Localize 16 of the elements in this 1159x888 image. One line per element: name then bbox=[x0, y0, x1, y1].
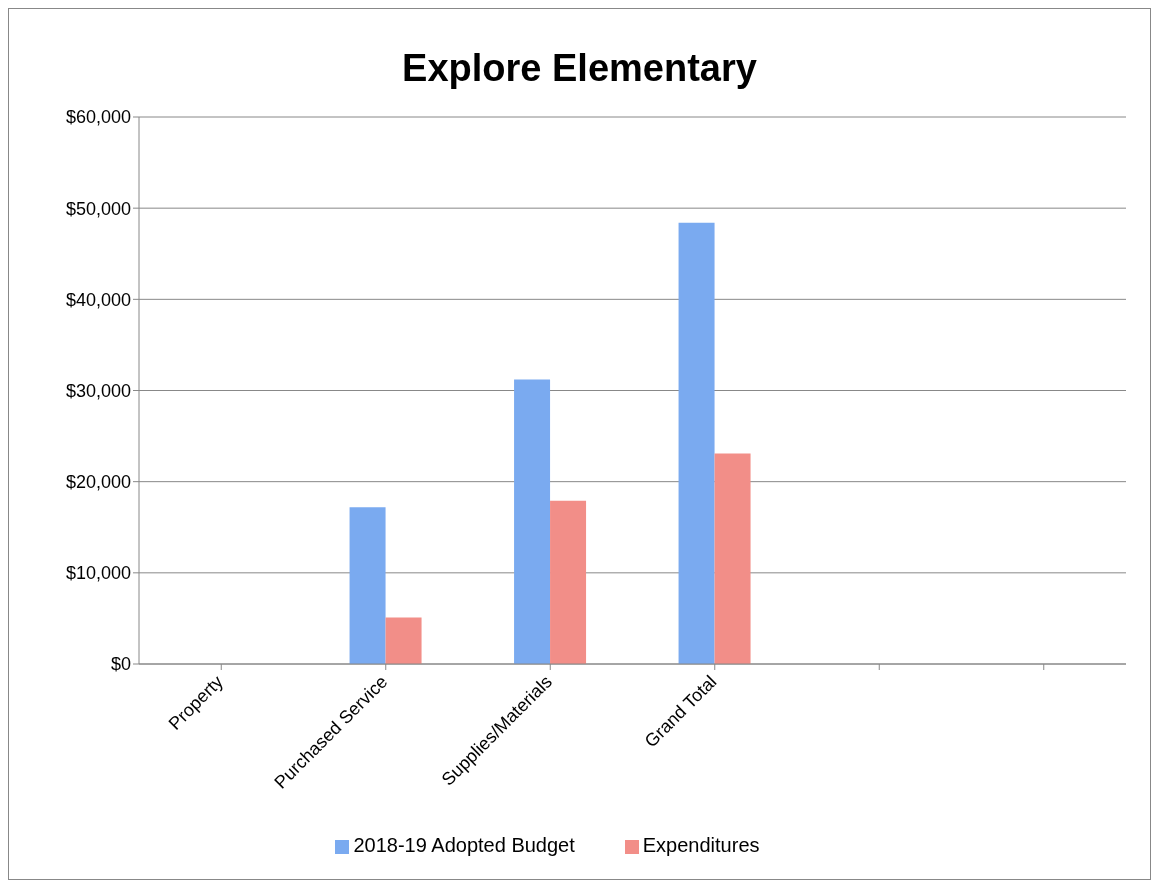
legend-label: 2018-19 Adopted Budget bbox=[353, 834, 575, 856]
y-tick-label: $40,000 bbox=[65, 289, 131, 310]
bar bbox=[349, 507, 386, 664]
y-tick-label: $60,000 bbox=[65, 107, 131, 128]
y-tick-label: $50,000 bbox=[65, 198, 131, 219]
bar bbox=[678, 222, 715, 664]
bar bbox=[385, 617, 422, 664]
y-tick-label: $10,000 bbox=[65, 563, 131, 584]
chart-title: Explore Elementary bbox=[401, 47, 758, 91]
legend-label: Expenditures bbox=[642, 834, 760, 856]
bar bbox=[550, 500, 587, 664]
y-tick-label: $0 bbox=[110, 654, 131, 675]
bar bbox=[714, 453, 751, 664]
bar bbox=[514, 379, 551, 664]
y-tick-label: $20,000 bbox=[65, 472, 131, 493]
y-tick-label: $30,000 bbox=[65, 380, 131, 401]
